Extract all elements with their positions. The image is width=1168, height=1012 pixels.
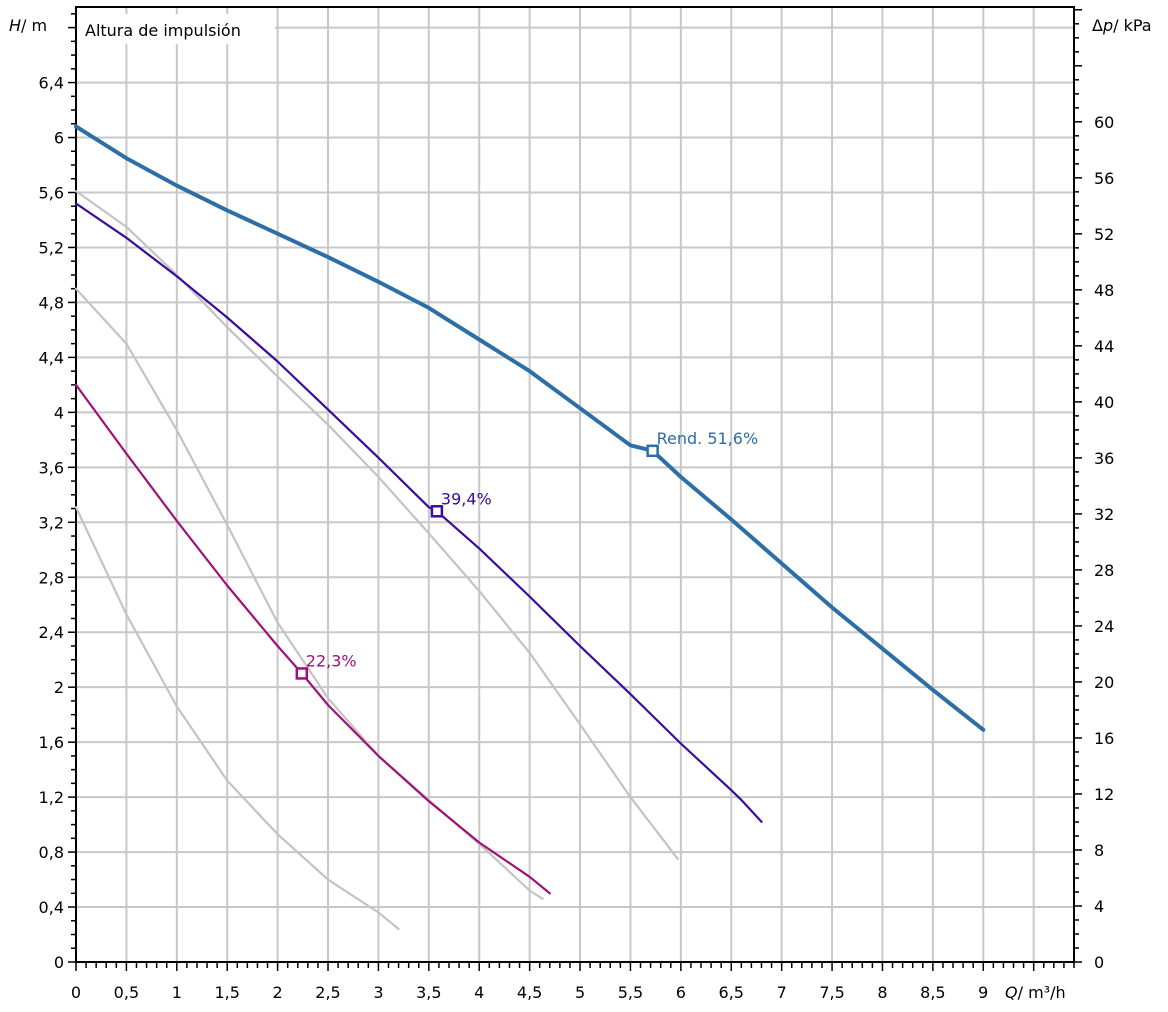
x-axis-var: Q [1005,983,1018,1002]
left-tick-label: 2,4 [39,623,64,642]
x-tick-label: 2,5 [315,983,340,1002]
x-tick-label: 4 [474,983,484,1002]
left-tick-label: 6 [54,129,64,148]
left-tick-label: 2 [54,678,64,697]
left-tick-label: 5,2 [39,238,64,257]
x-tick-label: 5,5 [618,983,643,1002]
title-background [77,14,275,44]
left-tick-label: 0,8 [39,843,64,862]
left-axis-unit: / m [21,16,47,35]
left-tick-label: 4 [54,403,64,422]
x-tick-label: 0 [71,983,81,1002]
marker-39-square [430,505,444,518]
x-axis-unit: / m³/h [1018,983,1066,1002]
plot-frame [75,6,1075,963]
marker-22-label: 22,3% [306,651,357,670]
right-tick-label: 52 [1094,225,1114,244]
right-tick-label: 32 [1094,505,1114,524]
x-tick-label: 0,5 [114,983,139,1002]
series-line-pump-curve-low [74,383,551,895]
marker-22-square [295,667,309,680]
left-tick-label: 0,4 [39,898,64,917]
x-tick-label: 4,5 [517,983,542,1002]
right-tick-label: 56 [1094,169,1114,188]
right-tick-label: 44 [1094,337,1114,356]
x-tick-label: 6 [676,983,686,1002]
right-tick-label: 36 [1094,449,1114,468]
right-tick-label: 48 [1094,281,1114,300]
x-tick-label: 8,5 [920,983,945,1002]
x-tick-label: 2 [273,983,283,1002]
left-tick-label: 1,6 [39,733,64,752]
x-tick-label: 7 [777,983,787,1002]
marker-rend-label: Rend. 51,6% [657,429,759,448]
marker-39-label: 39,4% [441,489,492,508]
axes: 0 0,4 0,8 1,2 1,6 2 2,4 2,8 3,2 3,6 4 4,4 4,8 5,2 5,6 6… [39,6,1114,1002]
left-tick-label: 2,8 [39,568,64,587]
x-tick-label: 5 [575,983,585,1002]
left-tick-label: 4,4 [39,348,64,367]
right-tick-label: 16 [1094,729,1114,748]
axis-labels: Altura de impulsión H/ m Δp/ kPa Q/ m³/h [9,14,1152,1002]
right-tick-label: 60 [1094,113,1114,132]
left-tick-label: 4,8 [39,293,64,312]
x-tick-label: 3 [373,983,383,1002]
left-tick-label: 6,4 [39,74,64,93]
right-tick-label: 40 [1094,393,1114,412]
grid [76,7,1074,962]
x-tick-label: 8 [877,983,887,1002]
right-tick-label: 12 [1094,785,1114,804]
x-tick-label: 7,5 [819,983,844,1002]
right-axis-unit: / kPa [1113,16,1151,35]
right-tick-label: 8 [1094,841,1104,860]
series-line-pump-curve-max [74,124,986,732]
series-line-pump-curve-mid [74,202,763,823]
left-axis-label: H/ m [9,16,47,35]
x-tick-label: 9 [978,983,988,1002]
x-tick-label: 1 [172,983,182,1002]
series-line-limit-curve-1 [74,190,679,860]
left-tick-label: 1,2 [39,788,64,807]
left-tick-label: 5,6 [39,184,64,203]
marker-rend-square [646,444,659,458]
right-axis-prefix: Δ [1092,16,1103,35]
x-tick-label: 6,5 [719,983,744,1002]
x-tick-label: 3,5 [416,983,441,1002]
left-tick-label: 3,6 [39,458,64,477]
right-tick-label: 0 [1094,953,1104,972]
markers: Rend. 51,6% 39,4% 22,3% [295,429,759,680]
right-tick-label: 28 [1094,561,1114,580]
right-tick-label: 4 [1094,897,1104,916]
right-tick-label: 24 [1094,617,1114,636]
chart-title: Altura de impulsión [85,21,241,40]
right-axis-label: Δp/ kPa [1092,16,1152,35]
right-tick-label: 20 [1094,673,1114,692]
right-axis-var: p [1102,16,1113,35]
x-tick-label: 1,5 [214,983,239,1002]
left-axis-var: H [9,16,21,35]
series-line-limit-curve-2 [74,287,544,900]
x-axis-label: Q/ m³/h [1005,983,1066,1002]
left-tick-label: 3,2 [39,513,64,532]
series-line-limit-curve-3 [74,506,400,931]
left-tick-label: 0 [54,953,64,972]
